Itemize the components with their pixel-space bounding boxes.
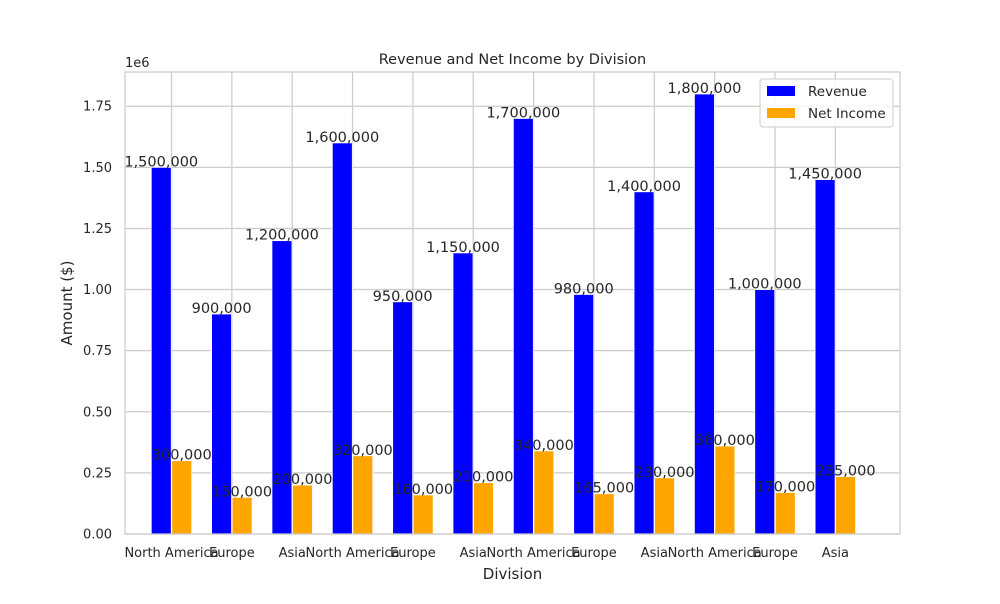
x-tick-label: Europe (571, 546, 617, 561)
x-tick-label: Asia (279, 546, 306, 561)
data-label-net-income: 340,000 (514, 438, 574, 454)
x-tick-label: North America (305, 546, 399, 561)
bar-net-income (533, 450, 555, 535)
y-tick-label: 1.00 (83, 283, 112, 298)
y-tick-label: 1.50 (83, 161, 112, 176)
data-label-revenue: 1,400,000 (607, 179, 681, 195)
data-labels: 1,500,000 900,000 1,200,000 1,600,000 950,00… (124, 81, 875, 500)
data-label-net-income: 150,000 (212, 484, 272, 500)
bar-net-income (835, 476, 856, 535)
data-label-revenue: 1,700,000 (486, 105, 560, 121)
x-tick-label: Europe (209, 546, 255, 561)
y-tick-label: 1.75 (83, 100, 112, 115)
y-tick-label: 0.75 (83, 344, 112, 359)
bar-revenue (271, 240, 293, 535)
bar-revenue (150, 166, 172, 535)
legend-label-revenue: Revenue (808, 84, 867, 100)
x-axis-label: Division (483, 565, 542, 583)
data-label-revenue: 950,000 (373, 289, 433, 305)
data-label-net-income: 160,000 (393, 482, 453, 498)
y-tick-label: 1.25 (83, 222, 112, 237)
bar-net-income (473, 482, 494, 535)
bar-net-income (412, 494, 434, 535)
bar-net-income (352, 455, 374, 535)
bar-net-income (774, 492, 796, 535)
x-tick-label: Asia (460, 546, 487, 561)
bar-revenue (392, 301, 414, 535)
bar-net-income (714, 445, 736, 535)
data-label-net-income: 210,000 (454, 470, 514, 486)
data-label-revenue: 1,450,000 (788, 167, 862, 183)
data-label-net-income: 230,000 (635, 465, 695, 481)
bar-net-income (171, 460, 193, 535)
chart-title: Revenue and Net Income by Division (379, 52, 647, 68)
data-label-revenue: 1,800,000 (668, 81, 742, 97)
data-label-net-income: 235,000 (816, 464, 876, 480)
legend-swatch-revenue (767, 86, 795, 96)
legend-label-net-income: Net Income (808, 106, 886, 122)
data-label-revenue: 1,150,000 (426, 240, 500, 256)
data-label-revenue: 980,000 (554, 281, 614, 297)
data-label-revenue: 1,600,000 (305, 130, 379, 146)
bar-revenue (331, 142, 353, 535)
bar-revenue (694, 93, 715, 535)
legend: Revenue Net Income (759, 78, 894, 128)
data-label-revenue: 1,200,000 (245, 228, 319, 244)
bar-revenue (814, 179, 836, 535)
data-label-net-income: 200,000 (272, 472, 332, 488)
bar-revenue (211, 313, 233, 535)
bar-revenue (754, 289, 776, 535)
bar-revenue (633, 191, 655, 535)
bar-net-income (231, 496, 253, 535)
bars (150, 93, 856, 535)
plot-frame (124, 71, 901, 535)
data-label-net-income: 360,000 (695, 433, 755, 449)
x-tick-label: North America (487, 546, 581, 561)
data-label-net-income: 170,000 (755, 479, 815, 495)
bar-revenue (452, 252, 474, 535)
x-tick-label: North America (668, 546, 762, 561)
legend-swatch-net-income (767, 108, 795, 118)
x-tick-label: North America (124, 546, 218, 561)
data-label-net-income: 300,000 (152, 448, 212, 464)
x-tick-label: Asia (641, 546, 668, 561)
data-label-net-income: 320,000 (333, 443, 393, 459)
x-tick-label: Asia (822, 546, 849, 561)
data-label-revenue: 1,000,000 (728, 277, 802, 293)
bar-revenue (573, 294, 595, 535)
bar-net-income (292, 484, 313, 535)
y-tick-label: 0.00 (83, 528, 112, 543)
y-axis-offset-label: 1e6 (125, 56, 150, 71)
y-axis-label: Amount ($) (58, 261, 76, 346)
data-label-revenue: 900,000 (192, 301, 252, 317)
bar-net-income (593, 493, 615, 535)
x-tick-label: Europe (390, 546, 436, 561)
bar-revenue (512, 118, 534, 535)
y-axis-ticks: 0.00 0.25 0.50 0.75 1.00 1.25 1.50 1.75 (83, 100, 112, 543)
data-label-net-income: 165,000 (574, 481, 634, 497)
bar-net-income (654, 477, 675, 535)
x-tick-label: Europe (752, 546, 798, 561)
y-tick-label: 0.50 (83, 405, 112, 420)
y-tick-label: 0.25 (83, 466, 112, 481)
data-label-revenue: 1,500,000 (124, 154, 198, 170)
